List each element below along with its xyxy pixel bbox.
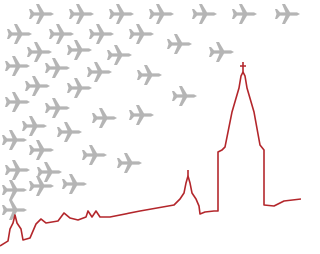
plane-icon — [232, 4, 257, 24]
plane-icon — [49, 24, 74, 44]
spire-cross — [240, 62, 246, 72]
plane-icon — [87, 62, 112, 82]
plane-icon — [27, 42, 52, 62]
plane-icon — [117, 153, 142, 173]
plane-icon — [45, 58, 70, 78]
plane-icon — [45, 98, 70, 118]
plane-icon — [25, 76, 50, 96]
plane-icon — [29, 4, 54, 24]
plane-icon — [22, 116, 47, 136]
plane-icon — [5, 56, 30, 76]
plane-icon — [167, 34, 192, 54]
plane-icon — [29, 176, 54, 196]
skyline — [0, 62, 301, 246]
plane-icon — [5, 160, 30, 180]
plane-icon — [129, 105, 154, 125]
plane-icon — [82, 145, 107, 165]
plane-icon — [29, 140, 54, 160]
page: (() => { const g = document.getElementBy… — [0, 0, 320, 254]
plane-icon — [275, 4, 300, 24]
plane-icon — [2, 180, 27, 200]
plane-icon — [209, 42, 234, 62]
plane-icon — [67, 78, 92, 98]
plane-icon — [172, 86, 197, 106]
skyline-outline — [0, 72, 301, 246]
plane-pattern — [2, 4, 300, 220]
plane-icon — [2, 130, 27, 150]
plane-icon — [69, 4, 94, 24]
plane-icon — [5, 92, 30, 112]
plane-icon — [89, 24, 114, 44]
plane-icon — [192, 4, 217, 24]
plane-icon — [62, 174, 87, 194]
plane-icon — [7, 24, 32, 44]
plane-icon — [107, 45, 132, 65]
plane-icon — [92, 108, 117, 128]
plane-icon — [57, 122, 82, 142]
plane-icon — [67, 40, 92, 60]
plane-icon — [109, 4, 134, 24]
illustration — [0, 0, 301, 254]
plane-icon — [149, 4, 174, 24]
plane-icon — [129, 24, 154, 44]
plane-icon — [137, 65, 162, 85]
